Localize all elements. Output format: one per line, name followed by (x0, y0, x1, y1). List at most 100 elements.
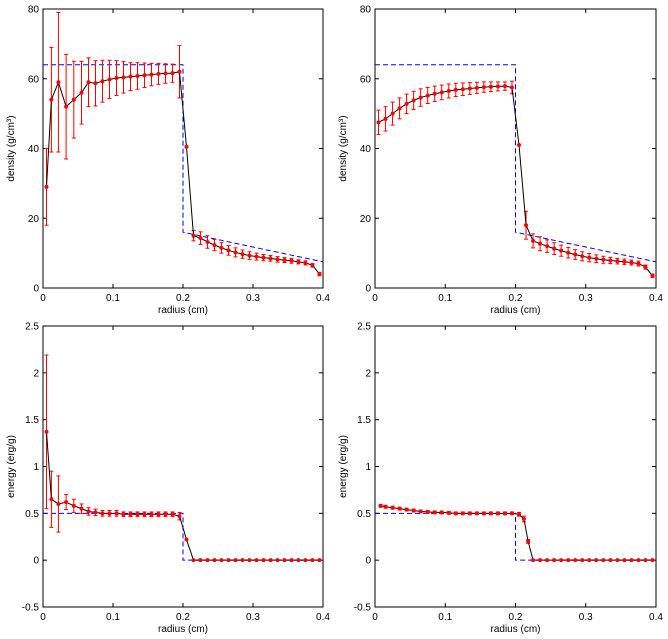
data-point (128, 512, 133, 517)
data-point (240, 558, 245, 563)
data-point (460, 511, 465, 516)
data-point (418, 95, 423, 100)
data-point (573, 558, 578, 563)
data-point (552, 558, 557, 563)
data-point (121, 75, 126, 80)
data-point (608, 558, 613, 563)
y-tick-label: 20 (360, 214, 372, 225)
data-point (93, 510, 98, 515)
x-tick-label: 0.1 (106, 293, 120, 304)
data-point (107, 77, 112, 82)
data-point (156, 512, 161, 517)
y-tick-label: 40 (360, 144, 372, 155)
data-point (453, 87, 458, 92)
data-point (282, 258, 287, 263)
x-tick-label: 0 (372, 293, 378, 304)
data-point (310, 263, 315, 268)
x-tick-label: 0.2 (176, 293, 190, 304)
data-point (594, 256, 599, 261)
data-point (622, 259, 627, 264)
numeric-solution-line (378, 85, 653, 277)
data-point (184, 537, 189, 542)
data-point (446, 88, 451, 93)
x-axis-label: radius (cm) (158, 305, 208, 316)
data-point (261, 558, 266, 563)
data-point (594, 558, 599, 563)
numeric-solution-line (380, 505, 653, 561)
y-tick-label: 0 (33, 556, 39, 567)
data-point (502, 84, 507, 89)
y-tick-label: 2.5 (25, 322, 39, 333)
data-point (79, 90, 84, 95)
data-point (71, 503, 76, 508)
y-tick-label: 0.5 (357, 509, 371, 520)
data-point (488, 84, 493, 89)
x-tick-label: 0.1 (438, 612, 452, 623)
data-point (488, 511, 493, 516)
data-point (397, 506, 402, 511)
x-tick-label: 0.4 (316, 612, 330, 623)
data-point (474, 511, 479, 516)
data-point (100, 511, 105, 516)
data-point (608, 258, 613, 263)
data-point (538, 241, 543, 246)
data-point (376, 120, 381, 125)
y-tick-label: 2 (365, 368, 371, 379)
data-point (397, 106, 402, 111)
data-point (149, 512, 154, 517)
data-point (495, 511, 500, 516)
y-axis-label: density (g/cm³) (6, 115, 17, 181)
data-point (86, 80, 91, 85)
data-point (56, 501, 61, 506)
data-point (142, 512, 147, 517)
plot-frame (42, 325, 324, 608)
data-point (509, 511, 514, 516)
data-point (114, 76, 119, 81)
data-point (49, 497, 54, 502)
data-point (615, 259, 620, 264)
x-tick-label: 0 (40, 612, 46, 623)
data-point (64, 500, 69, 505)
data-point (636, 558, 641, 563)
y-tick-label: 1 (365, 462, 371, 473)
y-tick-label: 0 (365, 556, 371, 567)
plot-frame (42, 8, 324, 289)
data-point (268, 558, 273, 563)
numeric-solution-line (46, 431, 320, 561)
y-tick-label: 1 (33, 462, 39, 473)
data-point (93, 81, 98, 86)
data-point (205, 239, 210, 244)
data-point (418, 509, 423, 514)
x-tick-label: 0.1 (438, 293, 452, 304)
data-point (517, 512, 522, 517)
data-point (233, 250, 238, 255)
x-tick-label: 0.3 (246, 612, 260, 623)
data-point (439, 90, 444, 95)
y-tick-label: 2 (33, 368, 39, 379)
data-point (170, 512, 175, 517)
data-point (64, 104, 69, 109)
y-axis-label: density (g/cm³) (338, 115, 349, 181)
data-point (559, 248, 564, 253)
x-tick-label: 0.4 (649, 293, 663, 304)
data-point (156, 71, 161, 76)
data-point (460, 87, 465, 92)
data-point (411, 508, 416, 513)
x-axis-label: radius (cm) (490, 305, 540, 316)
data-point (650, 273, 655, 278)
data-point (247, 253, 252, 258)
data-point (467, 86, 472, 91)
y-axis-label: energy (erg/g) (338, 435, 349, 498)
data-point (128, 74, 133, 79)
data-point (233, 558, 238, 563)
x-tick-label: 0.3 (246, 293, 260, 304)
data-point (317, 558, 322, 563)
data-point (289, 258, 294, 263)
numeric-solution-line (46, 71, 320, 275)
data-point (261, 255, 266, 260)
x-tick-label: 0.3 (579, 293, 593, 304)
x-tick-label: 0 (40, 293, 46, 304)
x-tick-label: 0.3 (579, 612, 593, 623)
x-tick-label: 0.1 (106, 612, 120, 623)
